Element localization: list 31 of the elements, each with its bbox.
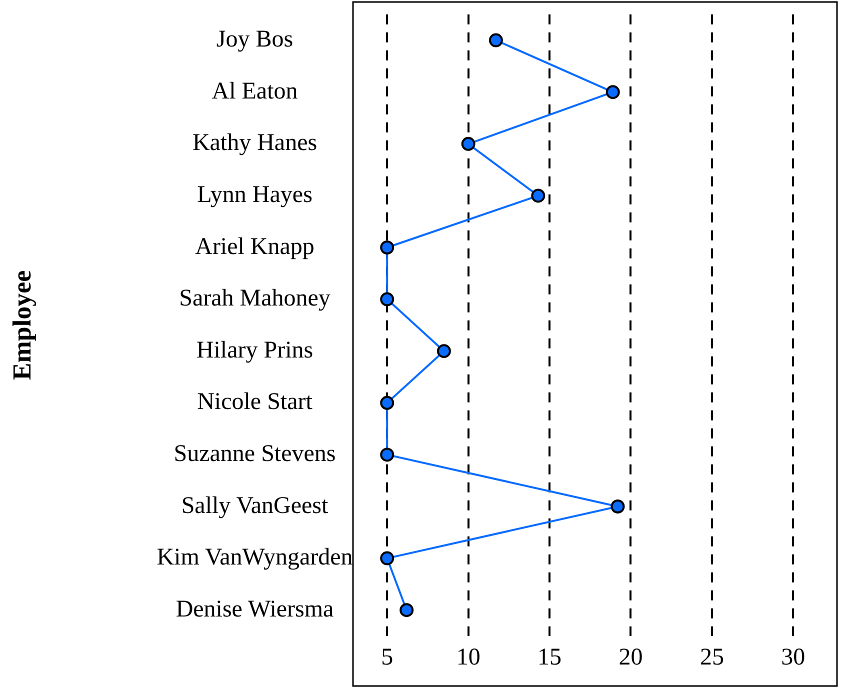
x-tick-label: 20: [618, 644, 643, 671]
y-axis-title: Employee: [7, 270, 36, 380]
y-tick-label: Ariel Knapp: [195, 234, 314, 260]
point: [380, 240, 394, 254]
x-tick-label: 5: [381, 644, 394, 671]
y-tick-label: Al Eaton: [212, 78, 298, 104]
y-tick-label: Sally VanGeest: [181, 492, 329, 519]
y-tick-label: Joy Bos: [216, 26, 294, 53]
y-tick-label: Sarah Mahoney: [179, 286, 330, 312]
point: [380, 396, 394, 410]
point: [531, 188, 546, 203]
y-tick-label: Nicole Start: [197, 389, 313, 416]
y-tick-label: Denise Wiersma: [176, 596, 334, 622]
point: [380, 292, 394, 306]
point: [461, 136, 476, 151]
x-tick-label: 15: [538, 644, 562, 671]
point: [610, 500, 625, 514]
y-tick-label: Hilary Prins: [196, 337, 314, 364]
point: [380, 551, 394, 566]
y-tick-label: Suzanne Stevens: [174, 440, 336, 467]
point: [400, 603, 414, 618]
x-tick-label: 30: [781, 644, 806, 671]
y-tick-label: Kathy Hanes: [192, 130, 318, 156]
point: [488, 33, 503, 48]
point: [606, 85, 620, 100]
x-tick-label: 10: [456, 644, 480, 671]
y-tick-label: Kim VanWyngarden: [156, 544, 353, 571]
x-tick-label: 25: [700, 644, 724, 671]
y-tick-label: Lynn Hayes: [197, 182, 312, 208]
point: [436, 344, 451, 358]
point: [380, 448, 394, 462]
